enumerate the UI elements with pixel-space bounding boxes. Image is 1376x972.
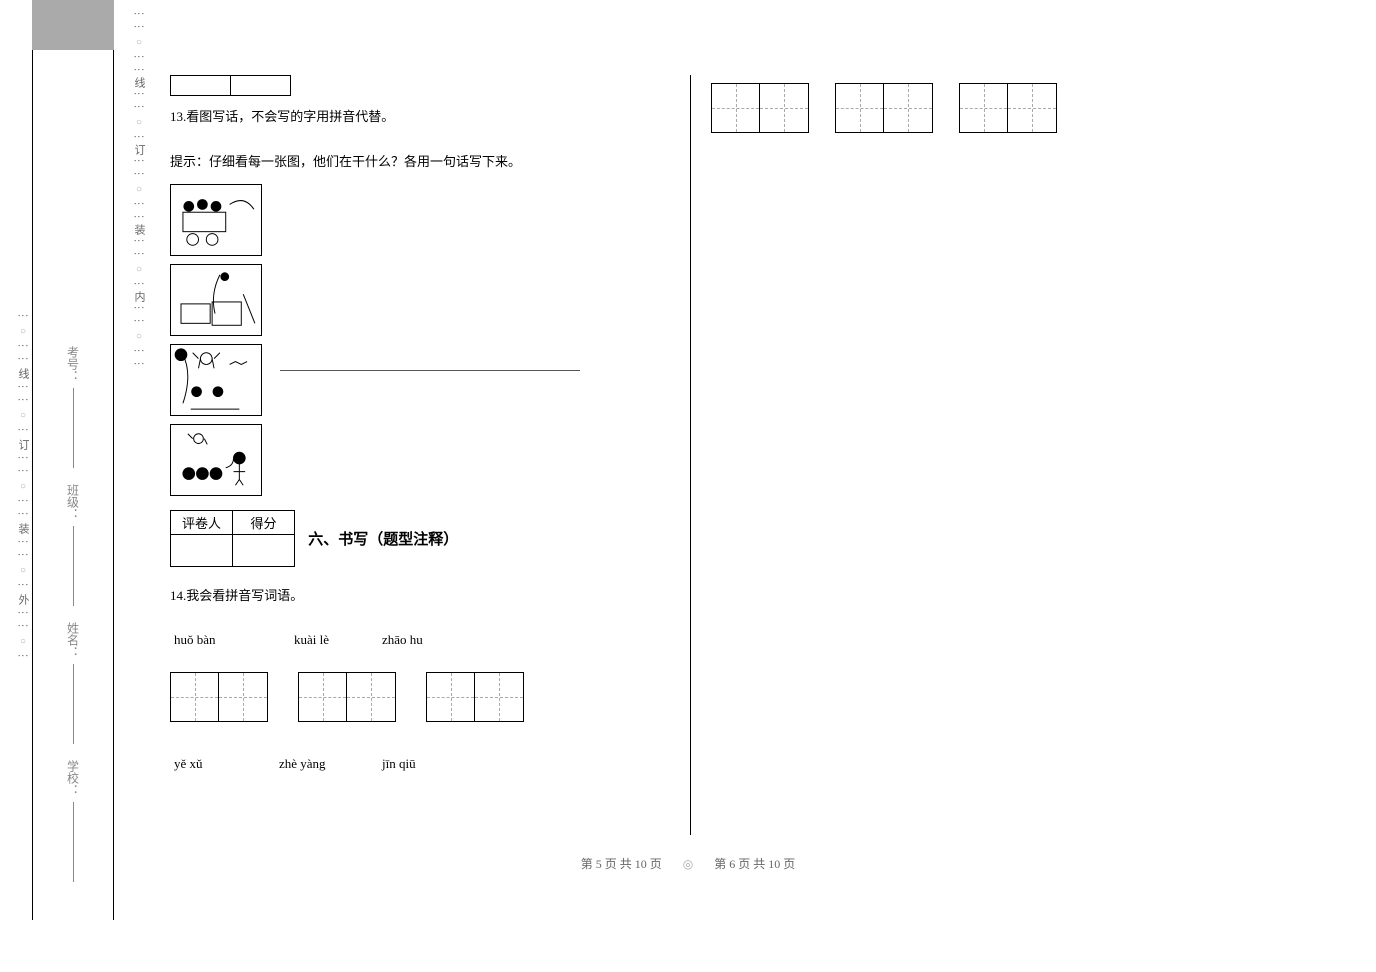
tianzi-box	[711, 83, 809, 133]
q13-number: 13.	[170, 109, 186, 124]
tianzi-box	[426, 672, 524, 722]
pinyin-2-2: zhè yàng	[279, 756, 326, 772]
score-mini-table-top	[170, 75, 291, 96]
q13-hint: 提示：仔细看每一张图，他们在干什么？各用一句话写下来。	[170, 151, 680, 170]
q13-text: 看图写话，不会写的字用拼音代替。	[186, 109, 394, 124]
pinyin-row-1: huǒ bàn kuài lè zhāo hu	[170, 632, 680, 650]
q14-number: 14.	[170, 588, 186, 603]
pinyin-row-2: yě xǔ zhè yàng jīn qiū	[170, 756, 680, 774]
content-area: 13.看图写话，不会写的字用拼音代替。 提示：仔细看每一张图，他们在干什么？各用…	[170, 0, 1350, 830]
picture-panel-1	[170, 184, 262, 256]
section-6-header: 评卷人 得分 六、书写（题型注释）	[170, 510, 680, 567]
column-left: 13.看图写话，不会写的字用拼音代替。 提示：仔细看每一张图，他们在干什么？各用…	[170, 75, 680, 835]
tianzi-row-right	[711, 83, 1340, 133]
binding-outer-strip: ⋮○⋮⋮ 线 ⋮⋮○⋮ 订 ⋮⋮○⋮⋮ 装 ⋮⋮○⋮ 外 ⋮⋮○⋮	[14, 0, 32, 972]
tianzi-box	[298, 672, 396, 722]
picture-panel-2	[170, 264, 262, 336]
question-13: 13.看图写话，不会写的字用拼音代替。	[170, 106, 680, 125]
footer-sep: ◎	[683, 857, 693, 871]
tianzi-box	[835, 83, 933, 133]
tianzi-box	[959, 83, 1057, 133]
section-6-title: 六、书写（题型注释）	[308, 528, 458, 549]
picture-panel-3	[170, 344, 262, 416]
question-14: 14.我会看拼音写词语。	[170, 585, 680, 604]
pinyin-2-3: jīn qiū	[382, 756, 416, 772]
name-field: 姓名：	[65, 622, 82, 744]
pinyin-1-2: kuài lè	[294, 632, 329, 648]
binding-inner-strip: ⋮⋮○⋮⋮ 线 ⋮⋮○⋮ 订 ⋮⋮○⋮⋮ 装 ⋮⋮○⋮ 内 ⋮⋮○⋮⋮	[130, 0, 148, 972]
tianzi-box	[170, 672, 268, 722]
footer-left: 第 5 页 共 10 页	[581, 857, 662, 871]
class-field: 班级：	[65, 484, 82, 606]
pinyin-1-3: zhāo hu	[382, 632, 423, 648]
picture-panel-4	[170, 424, 262, 496]
answer-line	[280, 370, 580, 371]
page-footer: 第 5 页 共 10 页 ◎ 第 6 页 共 10 页	[0, 855, 1376, 872]
footer-right: 第 6 页 共 10 页	[714, 857, 795, 871]
score-header-marker: 评卷人	[171, 511, 233, 535]
column-right	[690, 75, 1340, 835]
student-info-sidebar: 学校： 姓名： 班级： 考号：	[32, 50, 114, 920]
score-header-score: 得分	[233, 511, 295, 535]
pinyin-2-1: yě xǔ	[174, 756, 203, 772]
tianzi-row-1	[170, 672, 680, 722]
pinyin-1-1: huǒ bàn	[174, 632, 216, 648]
q14-text: 我会看拼音写词语。	[186, 588, 303, 603]
header-gray-bar	[32, 0, 114, 50]
examno-field: 考号：	[65, 346, 82, 468]
score-table: 评卷人 得分	[170, 510, 295, 567]
